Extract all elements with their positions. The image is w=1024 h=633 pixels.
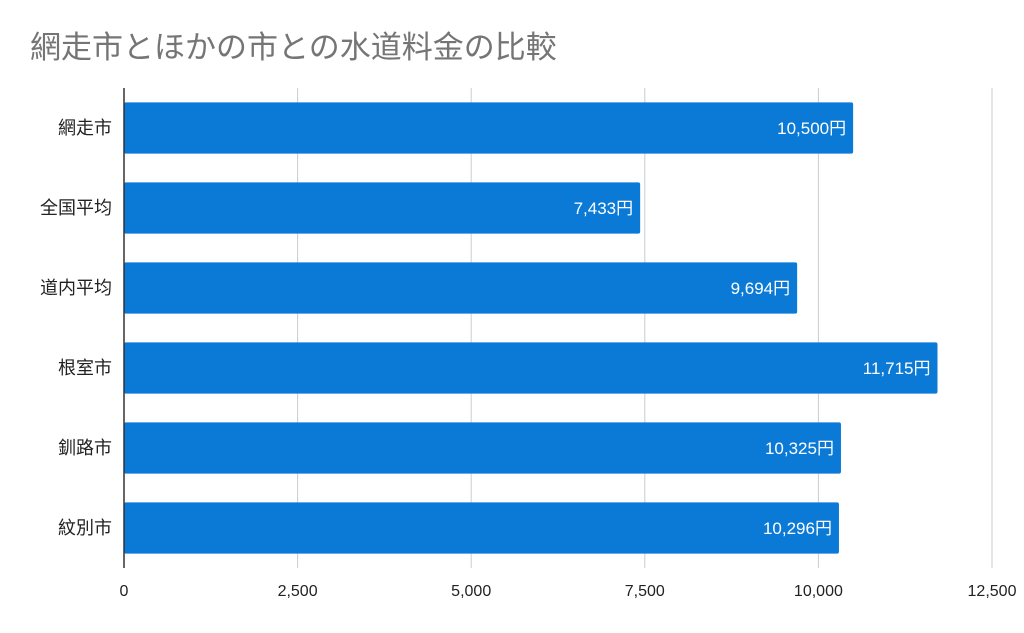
x-tick-label: 10,000 [794,583,843,600]
bar [124,502,839,554]
x-tick-label: 12,500 [968,583,1017,600]
category-label: 釧路市 [58,438,112,459]
data-label: 10,500円 [777,119,846,138]
bar [124,262,798,314]
bar [124,182,641,234]
category-label: 紋別市 [58,518,112,539]
bar [124,422,841,474]
data-label: 10,296円 [763,519,832,538]
gridlines [297,88,993,568]
x-tick-label: 7,500 [625,583,665,600]
x-tick-label: 5,000 [451,583,491,600]
data-label: 7,433円 [574,199,634,218]
x-tick-label: 0 [120,583,129,600]
x-tick-labels: 0 2,500 5,000 7,500 10,000 12,500 [120,583,1017,600]
data-labels: 10,500円 7,433円 9,694円 11,715円 10,325円 10,296円 [574,119,931,538]
category-label: 根室市 [58,358,112,379]
category-label: 網走市 [58,118,112,139]
category-label: 道内平均 [40,278,112,299]
bar [124,102,854,154]
chart-title: 網走市とほかの市との水道料金の比較 [30,30,557,66]
data-label: 10,325円 [765,439,834,458]
data-label: 9,694円 [731,279,791,298]
bars [124,102,938,554]
category-label: 全国平均 [40,198,112,219]
bar [124,342,938,394]
x-tick-label: 2,500 [278,583,318,600]
data-label: 11,715円 [863,359,931,378]
